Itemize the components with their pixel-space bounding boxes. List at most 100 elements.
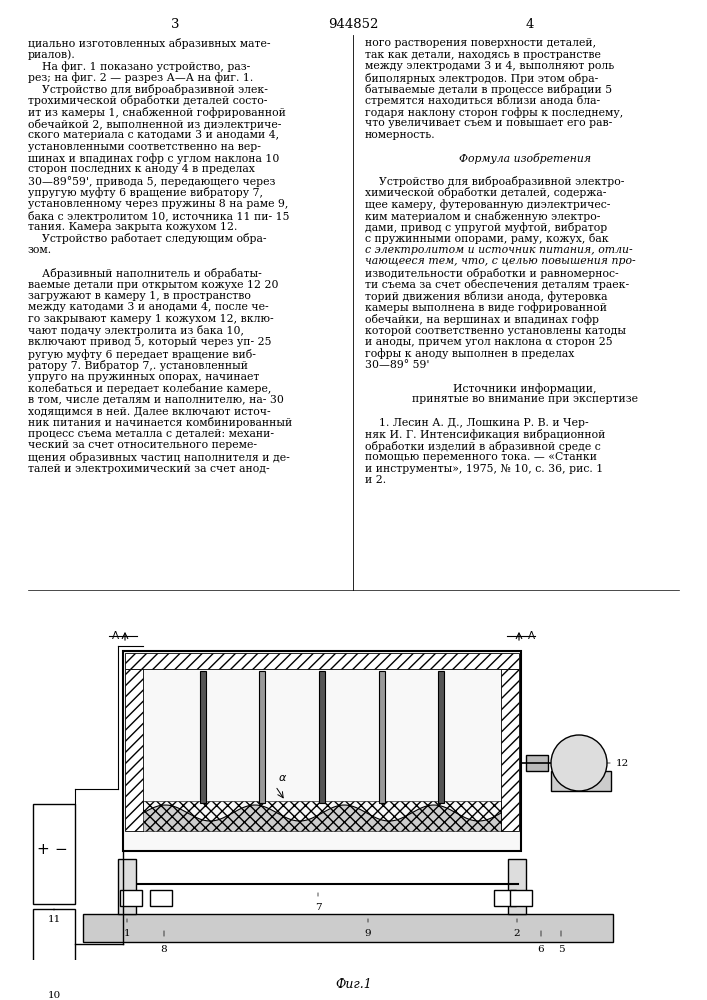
- Text: Абразивный наполнитель и обрабаты-: Абразивный наполнитель и обрабаты-: [28, 268, 262, 279]
- Text: 9: 9: [365, 930, 371, 938]
- Text: ского материала с катодами 3 и анодами 4,: ского материала с катодами 3 и анодами 4…: [28, 130, 279, 140]
- Text: установленному через пружины 8 на раме 9,: установленному через пружины 8 на раме 9…: [28, 199, 288, 209]
- Text: обечайки, на вершинах и впадинах гофр: обечайки, на вершинах и впадинах гофр: [365, 314, 599, 325]
- Text: между катодами 3 и анодами 4, после че-: между катодами 3 и анодами 4, после че-: [28, 302, 269, 312]
- Text: ти съема за счет обеспечения деталям траек-: ти съема за счет обеспечения деталям тра…: [365, 279, 629, 290]
- Text: шинах и впадинах гофр с углом наклона 10: шинах и впадинах гофр с углом наклона 10: [28, 153, 279, 164]
- Text: На фиг. 1 показано устройство, раз-: На фиг. 1 показано устройство, раз-: [28, 61, 250, 72]
- Bar: [551, 771, 611, 791]
- Text: упруго на пружинных опорах, начинает: упруго на пружинных опорах, начинает: [28, 371, 259, 381]
- Circle shape: [551, 735, 607, 791]
- Text: 8: 8: [160, 946, 168, 954]
- Bar: [125, 669, 143, 831]
- Bar: [33, 804, 75, 904]
- Text: в том, числе деталям и наполнителю, на- 30: в том, числе деталям и наполнителю, на- …: [28, 394, 284, 404]
- Text: трохимической обработки деталей состо-: трохимической обработки деталей состо-: [28, 96, 267, 106]
- Text: дами, привод с упругой муфтой, вибратор: дами, привод с упругой муфтой, вибратор: [365, 222, 607, 233]
- Text: 4: 4: [526, 18, 534, 31]
- Text: талей и электрохимический за счет анод-: талей и электрохимический за счет анод-: [28, 464, 269, 474]
- Text: принятые во внимание при экспертизе: принятые во внимание при экспертизе: [412, 394, 638, 404]
- Text: няк И. Г. Интенсификация вибрационной: няк И. Г. Интенсификация вибрационной: [365, 429, 605, 440]
- Bar: [123, 651, 521, 851]
- Text: ник питания и начинается комбинированный: ник питания и начинается комбинированный: [28, 418, 292, 428]
- Text: ваемые детали при открытом кожухе 12 20: ваемые детали при открытом кожухе 12 20: [28, 279, 279, 290]
- Bar: [120, 890, 142, 906]
- Bar: [125, 653, 519, 669]
- Text: щения образивных частиц наполнителя и де-: щения образивных частиц наполнителя и де…: [28, 452, 290, 463]
- Text: и инструменты», 1975, № 10, с. 36, рис. 1: и инструменты», 1975, № 10, с. 36, рис. …: [365, 464, 603, 474]
- Bar: [259, 671, 265, 803]
- Text: 7: 7: [315, 904, 321, 912]
- Text: и аноды, причем угол наклона α сторон 25: и аноды, причем угол наклона α сторон 25: [365, 337, 613, 347]
- Text: 3: 3: [319, 657, 325, 666]
- Text: с электролитом и источник питания, отли-: с электролитом и источник питания, отли-: [365, 245, 633, 255]
- Text: 4: 4: [378, 657, 385, 666]
- Text: так как детали, находясь в пространстве: так как детали, находясь в пространстве: [365, 49, 601, 60]
- Text: номерность.: номерность.: [365, 130, 436, 140]
- Text: тания. Камера закрыта кожухом 12.: тания. Камера закрыта кожухом 12.: [28, 222, 238, 232]
- Bar: [438, 671, 444, 803]
- Bar: [501, 669, 519, 831]
- Text: Источники информации,: Источники информации,: [453, 383, 597, 394]
- Text: гофры к аноду выполнен в пределах: гофры к аноду выполнен в пределах: [365, 349, 574, 359]
- Text: ит из камеры 1, снабженной гофрированной: ит из камеры 1, снабженной гофрированной: [28, 107, 286, 118]
- Bar: [526, 755, 548, 771]
- Text: Устройство для виброабразивной элек-: Устройство для виброабразивной элек-: [28, 84, 268, 95]
- Text: загружают в камеру 1, в пространство: загружают в камеру 1, в пространство: [28, 291, 251, 301]
- Text: биполярных электродов. При этом обра-: биполярных электродов. При этом обра-: [365, 73, 598, 84]
- Bar: [118, 859, 136, 914]
- Text: 30—89°59', привода 5, передающего через: 30—89°59', привода 5, передающего через: [28, 176, 275, 187]
- Text: годаря наклону сторон гофры к последнему,: годаря наклону сторон гофры к последнему…: [365, 107, 624, 118]
- Text: 2: 2: [514, 930, 520, 938]
- Text: ругую муфту 6 передает вращение виб-: ругую муфту 6 передает вращение виб-: [28, 349, 256, 360]
- Text: 944852: 944852: [328, 18, 378, 31]
- Text: щее камеру, футерованную диэлектричес-: щее камеру, футерованную диэлектричес-: [365, 199, 610, 210]
- Text: изводительности обработки и равномернос-: изводительности обработки и равномернос-: [365, 268, 619, 279]
- Text: которой соответственно установлены катоды: которой соответственно установлены катод…: [365, 326, 626, 336]
- Bar: [319, 671, 325, 803]
- Bar: [143, 801, 501, 831]
- Bar: [379, 671, 385, 803]
- Text: торий движения вблизи анода, футеровка: торий движения вблизи анода, футеровка: [365, 291, 607, 302]
- Text: +: +: [37, 842, 49, 856]
- Bar: [33, 909, 75, 979]
- Bar: [83, 914, 613, 942]
- Text: 30—89° 59': 30—89° 59': [365, 360, 429, 370]
- Text: химической обработки деталей, содержа-: химической обработки деталей, содержа-: [365, 188, 607, 198]
- Text: 1: 1: [124, 930, 130, 938]
- Text: стремятся находиться вблизи анода бла-: стремятся находиться вблизи анода бла-: [365, 96, 600, 106]
- Text: ного растворения поверхности деталей,: ного растворения поверхности деталей,: [365, 38, 596, 48]
- Bar: [508, 859, 526, 914]
- Text: 3: 3: [438, 657, 445, 666]
- Text: упругую муфту 6 вращение вибратору 7,: упругую муфту 6 вращение вибратору 7,: [28, 188, 263, 198]
- Text: ким материалом и снабженную электро-: ким материалом и снабженную электро-: [365, 211, 600, 222]
- Text: 11: 11: [47, 916, 61, 924]
- Text: 6: 6: [538, 946, 544, 954]
- Text: колебаться и передает колебание камере,: колебаться и передает колебание камере,: [28, 383, 271, 394]
- Text: Формула изобретения: Формула изобретения: [459, 153, 591, 164]
- Text: 10: 10: [47, 990, 61, 1000]
- Text: обечайкой 2, выполненной из диэлектриче-: обечайкой 2, выполненной из диэлектриче-: [28, 118, 281, 129]
- Text: чающееся тем, что, с целью повышения про-: чающееся тем, что, с целью повышения про…: [365, 256, 636, 266]
- Text: что увеличивает съем и повышает его рав-: что увеличивает съем и повышает его рав-: [365, 118, 612, 128]
- Text: с пружинными опорами, раму, кожух, бак: с пружинными опорами, раму, кожух, бак: [365, 233, 609, 244]
- Text: 5: 5: [558, 946, 564, 954]
- Text: циально изготовленных абразивных мате-: циально изготовленных абразивных мате-: [28, 38, 271, 49]
- Text: го закрывают камеру 1 кожухом 12, вклю-: го закрывают камеру 1 кожухом 12, вклю-: [28, 314, 274, 324]
- Text: ходящимся в ней. Далее включают источ-: ходящимся в ней. Далее включают источ-: [28, 406, 271, 416]
- Text: −: −: [54, 842, 67, 856]
- Text: включают привод 5, который через уп- 25: включают привод 5, который через уп- 25: [28, 337, 271, 347]
- Text: рез; на фиг. 2 — разрез А—А на фиг. 1.: рез; на фиг. 2 — разрез А—А на фиг. 1.: [28, 73, 253, 83]
- Text: батываемые детали в процессе вибрации 5: батываемые детали в процессе вибрации 5: [365, 84, 612, 95]
- Text: бака с электролитом 10, источника 11 пи- 15: бака с электролитом 10, источника 11 пи-…: [28, 211, 289, 222]
- Text: установленными соответственно на вер-: установленными соответственно на вер-: [28, 141, 261, 151]
- Bar: [510, 890, 532, 906]
- Text: между электродами 3 и 4, выполняют роль: между электродами 3 и 4, выполняют роль: [365, 61, 614, 71]
- Text: 3: 3: [171, 18, 180, 31]
- Text: 1. Лесин А. Д., Лошкина Р. В. и Чер-: 1. Лесин А. Д., Лошкина Р. В. и Чер-: [365, 418, 589, 428]
- Text: и 2.: и 2.: [365, 475, 386, 485]
- Text: Фиг.1: Фиг.1: [335, 978, 372, 991]
- Text: камеры выполнена в виде гофрированной: камеры выполнена в виде гофрированной: [365, 302, 607, 313]
- Bar: [150, 890, 172, 906]
- Text: 3: 3: [199, 657, 206, 666]
